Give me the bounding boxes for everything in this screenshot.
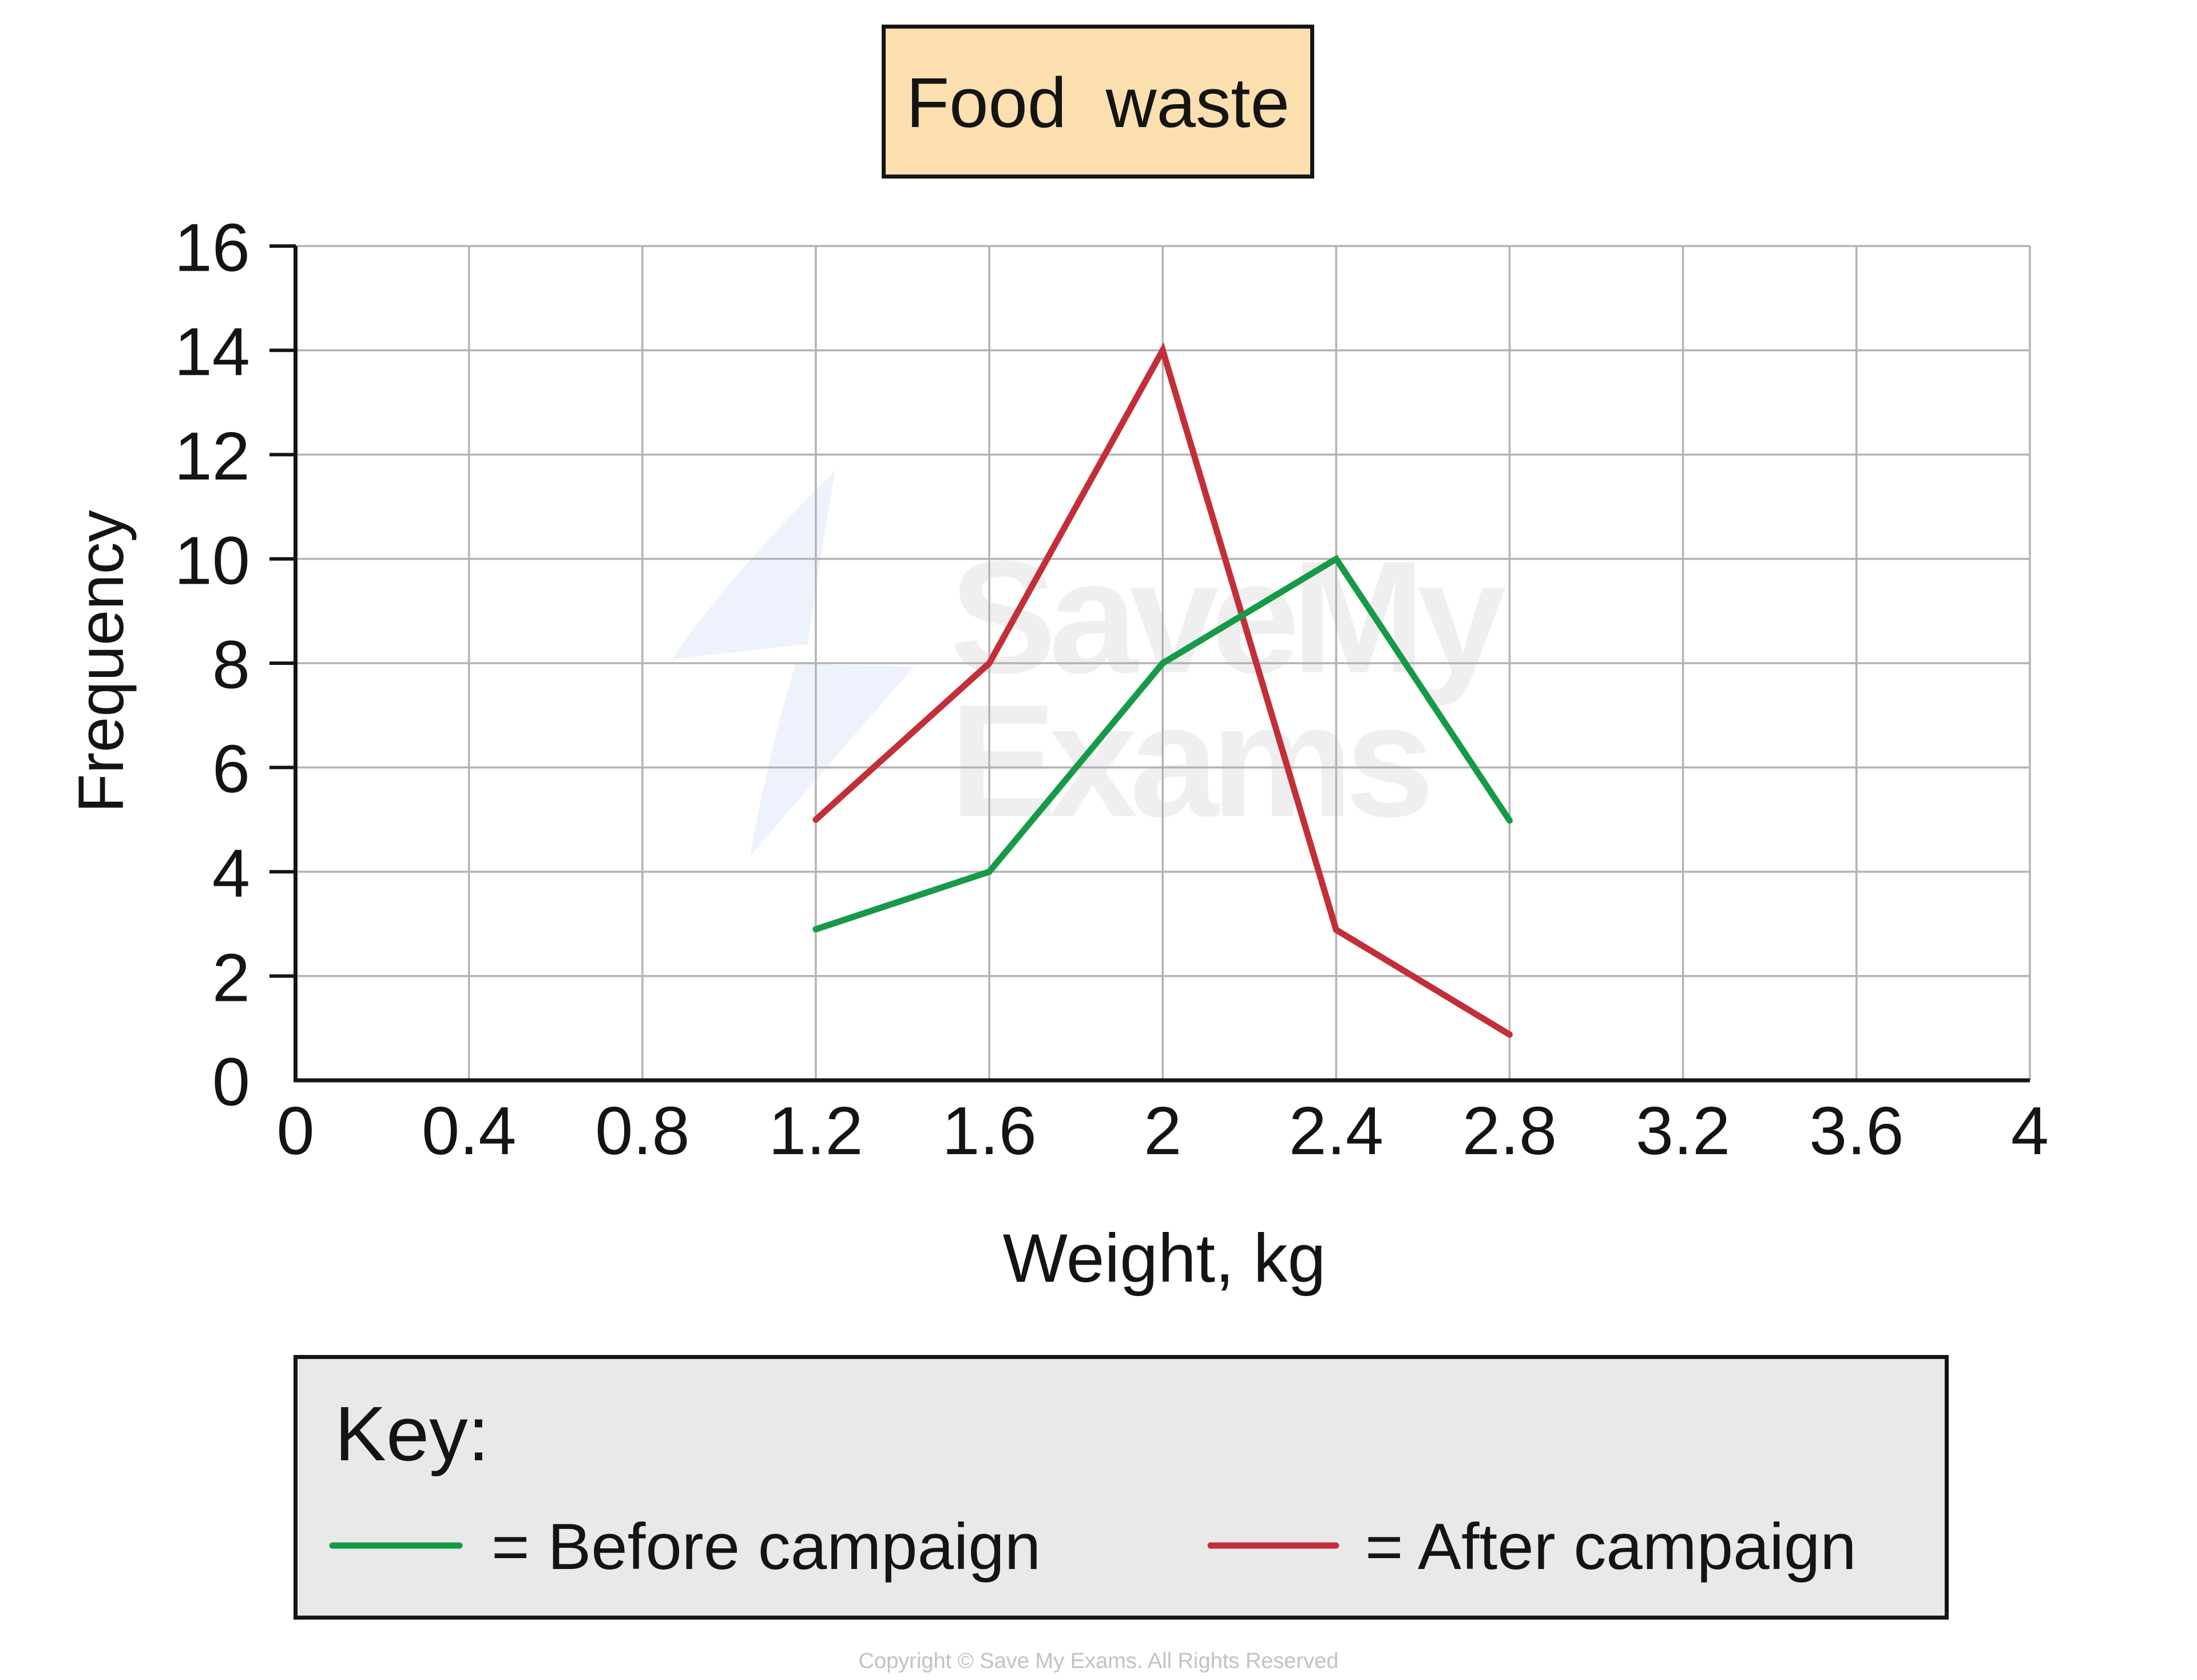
- svg-text:16: 16: [175, 210, 250, 286]
- svg-text:12: 12: [175, 418, 250, 494]
- svg-text:0: 0: [212, 1044, 250, 1120]
- svg-text:= Before campaign: = Before campaign: [491, 1511, 1041, 1583]
- svg-text:Key:: Key:: [335, 1390, 489, 1477]
- svg-text:4: 4: [212, 835, 250, 912]
- svg-text:3.6: 3.6: [1809, 1093, 1903, 1169]
- svg-text:8: 8: [212, 627, 250, 703]
- svg-text:2.8: 2.8: [1462, 1093, 1557, 1169]
- svg-text:4: 4: [2011, 1093, 2049, 1169]
- svg-text:Frequency: Frequency: [65, 510, 137, 813]
- svg-text:2: 2: [1144, 1093, 1181, 1169]
- svg-text:Exams: Exams: [950, 672, 1428, 850]
- svg-text:Food waste: Food waste: [906, 64, 1290, 142]
- svg-text:2.4: 2.4: [1289, 1093, 1383, 1169]
- svg-text:14: 14: [175, 314, 250, 390]
- svg-text:2: 2: [212, 940, 250, 1016]
- svg-text:0.8: 0.8: [595, 1093, 689, 1169]
- svg-text:1.6: 1.6: [942, 1093, 1036, 1169]
- svg-text:0.4: 0.4: [422, 1093, 516, 1169]
- svg-text:Weight, kg: Weight, kg: [1003, 1220, 1326, 1297]
- svg-text:10: 10: [175, 522, 250, 599]
- svg-text:Copyright © Save My Exams. All: Copyright © Save My Exams. All Rights Re…: [859, 1649, 1339, 1673]
- svg-text:6: 6: [212, 731, 250, 807]
- svg-text:= After campaign: = After campaign: [1365, 1511, 1857, 1583]
- svg-text:3.2: 3.2: [1636, 1093, 1730, 1169]
- svg-text:0: 0: [276, 1093, 314, 1169]
- svg-text:1.2: 1.2: [768, 1093, 863, 1169]
